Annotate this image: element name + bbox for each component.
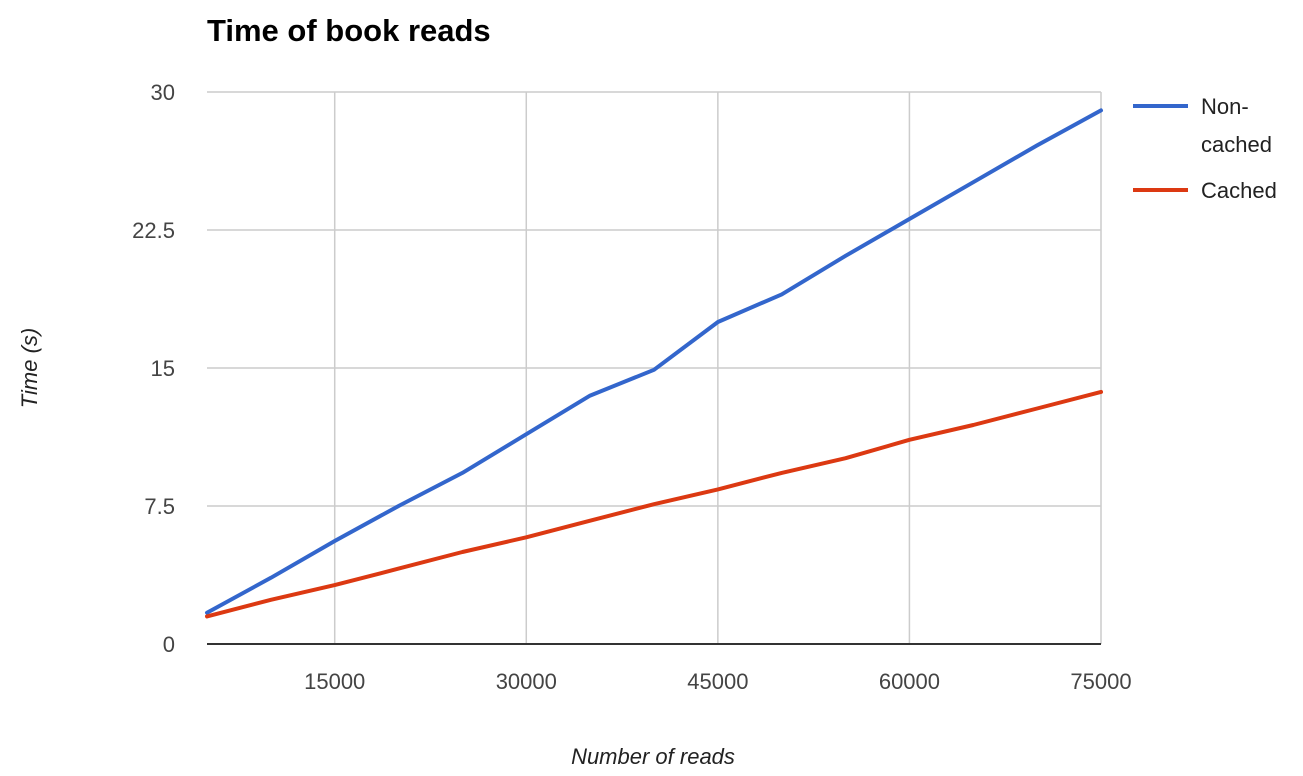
y-axis-title: Time (s) [17,328,42,408]
series-lines [205,108,1103,619]
x-tick-label: 30000 [496,669,557,694]
y-tick-label: 0 [163,632,175,657]
y-tick-label: 15 [151,356,175,381]
legend: Non-cached Cached [1133,94,1277,203]
series-line [205,389,1103,619]
axes: 0 7.5 15 22.5 30 15000 30000 45000 60000 75000 [132,80,1131,694]
x-tick-label: 60000 [879,669,940,694]
x-tick-label: 15000 [304,669,365,694]
x-tick-label: 45000 [687,669,748,694]
y-tick-label: 22.5 [132,218,175,243]
series-line [205,108,1103,615]
y-tick-label: 30 [151,80,175,105]
legend-label: Cached [1201,178,1277,203]
x-tick-label: 75000 [1070,669,1131,694]
y-tick-label: 7.5 [144,494,175,519]
x-axis-title: Number of reads [571,744,735,769]
legend-label: Non- [1201,94,1249,119]
legend-label: cached [1201,132,1272,157]
grid [207,91,1102,644]
chart-title: Time of book reads [207,13,491,48]
